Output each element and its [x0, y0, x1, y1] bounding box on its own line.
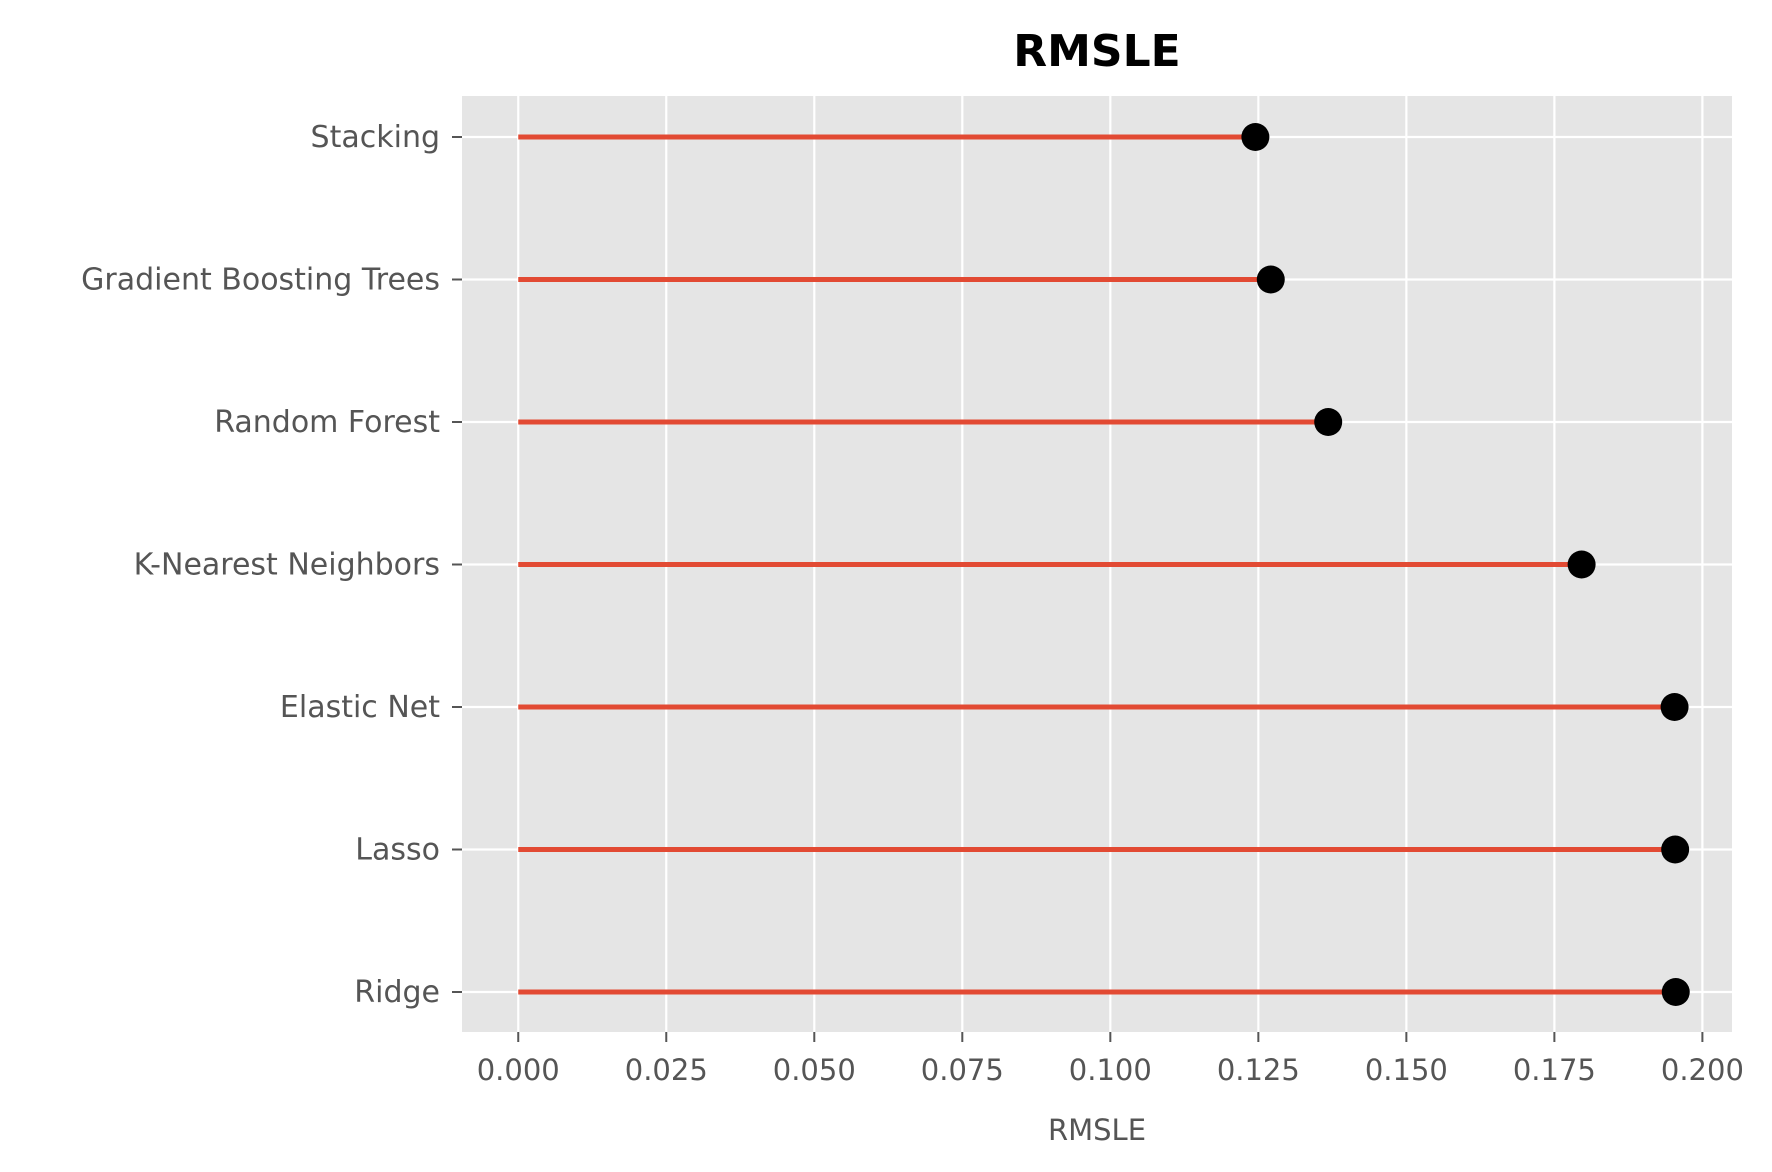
y-axis: Stacking Gradient Boosting Trees Random Fo… [81, 120, 462, 1010]
x-tick-label: 0.150 [1365, 1053, 1448, 1087]
y-tick-label: Elastic Net [280, 690, 440, 725]
y-tick-label: Ridge [354, 975, 440, 1010]
y-tick-label: K-Nearest Neighbors [134, 548, 440, 583]
lollipop-marker [1567, 550, 1596, 579]
stems [518, 134, 1676, 995]
y-tick-label: Random Forest [214, 405, 440, 440]
y-tick-label: Gradient Boosting Trees [81, 263, 440, 298]
x-tick-label: 0.000 [477, 1053, 560, 1087]
x-tick-label: 0.100 [1069, 1053, 1152, 1087]
lollipop-marker [1661, 978, 1690, 1006]
lollipop-marker [1241, 123, 1270, 151]
lollipop-marker [1256, 265, 1285, 294]
y-tick-label: Stacking [311, 120, 440, 155]
y-tick-label: Lasso [355, 833, 440, 868]
x-axis: 0.000 0.025 0.050 0.075 0.100 0.125 0.150 0.175… [477, 1032, 1744, 1087]
x-tick-label: 0.025 [625, 1053, 708, 1087]
markers [1241, 123, 1690, 1006]
chart-title: RMSLE [1013, 26, 1180, 77]
x-tick-label: 0.200 [1661, 1053, 1744, 1087]
lollipop-marker [1660, 693, 1689, 721]
lollipop-marker [1314, 408, 1343, 436]
x-tick-label: 0.175 [1513, 1053, 1596, 1087]
lollipop-marker [1661, 835, 1690, 864]
x-tick-label: 0.125 [1217, 1053, 1300, 1087]
x-tick-label: 0.050 [773, 1053, 856, 1087]
x-axis-label: RMSLE [1048, 1113, 1146, 1147]
x-tick-label: 0.075 [921, 1053, 1004, 1087]
